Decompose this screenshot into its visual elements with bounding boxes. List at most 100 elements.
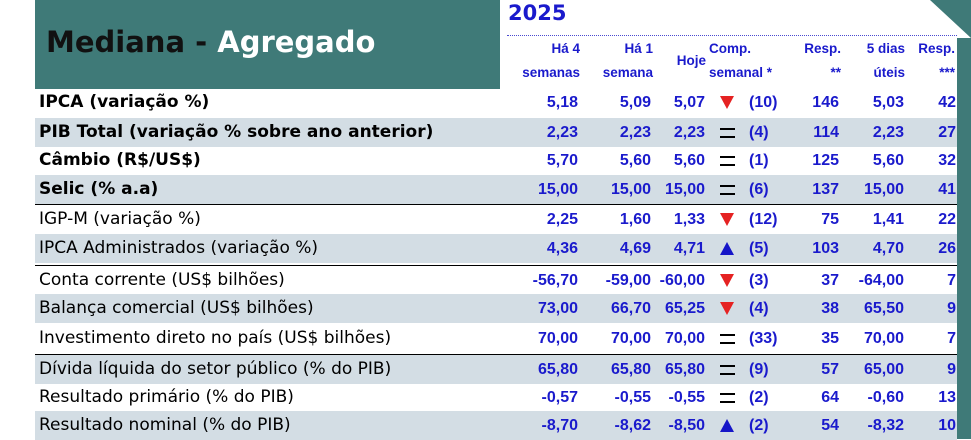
value-hoje: 65,80 xyxy=(664,361,705,378)
value-ha1: 2,23 xyxy=(619,124,651,141)
trend-equal-icon xyxy=(717,175,737,204)
value-resp2: 22 xyxy=(938,211,956,228)
table-row: Resultado nominal (% do PIB) -8,70 -8,62 -8… xyxy=(35,411,957,440)
value-resp: 64 xyxy=(821,389,839,406)
value-cinco-dias: 70,00 xyxy=(863,330,904,347)
value-resp: 137 xyxy=(812,181,839,198)
value-comp: (2) xyxy=(749,389,769,406)
row-label: Selic (% a.a) xyxy=(39,179,159,199)
table-row: IPCA (variação %) 5,18 5,09 5,07 (10) 146 5,03… xyxy=(35,88,957,117)
value-hoje: 1,33 xyxy=(673,211,705,228)
right-edge-strip xyxy=(957,38,971,439)
value-hoje: -0,55 xyxy=(668,389,705,406)
value-resp: 146 xyxy=(812,94,839,111)
value-hoje: 65,25 xyxy=(664,300,705,317)
row-label: Câmbio (R$/US$) xyxy=(39,150,201,170)
header-ha4: Há 4 semanas xyxy=(522,41,580,80)
table-row: Selic (% a.a) 15,00 15,00 15,00 (6) 137 15,00 4… xyxy=(35,175,957,204)
value-ha4: 70,00 xyxy=(537,330,578,347)
value-comp: (12) xyxy=(749,211,778,228)
value-resp2: 41 xyxy=(938,181,956,198)
value-comp: (3) xyxy=(749,272,769,289)
value-resp2: 9 xyxy=(947,300,956,317)
header-ha1: Há 1 semana xyxy=(602,41,653,80)
value-hoje: 2,23 xyxy=(673,124,705,141)
table-row: IPCA Administrados (variação %) 4,36 4,69 4… xyxy=(35,234,957,263)
title-light: Agregado xyxy=(217,25,376,59)
value-cinco-dias: 2,23 xyxy=(872,124,904,141)
header-divider xyxy=(507,35,957,36)
trend-equal-icon xyxy=(717,146,737,175)
value-hoje: 15,00 xyxy=(664,181,705,198)
value-comp: (2) xyxy=(749,417,769,434)
value-comp: (5) xyxy=(749,240,769,257)
header-resp2: Resp. *** xyxy=(918,41,955,80)
value-cinco-dias: -0,60 xyxy=(867,389,904,406)
row-label: IGP-M (variação %) xyxy=(39,209,201,229)
value-ha1: 1,60 xyxy=(619,211,651,228)
value-comp: (4) xyxy=(749,124,769,141)
table-row: IGP-M (variação %) 2,25 1,60 1,33 (12) 75 1,41… xyxy=(35,204,957,234)
page-title: Mediana - Agregado xyxy=(46,25,375,59)
value-cinco-dias: 4,70 xyxy=(872,240,904,257)
row-label: IPCA Administrados (variação %) xyxy=(39,238,319,258)
row-label: Balança comercial (US$ bilhões) xyxy=(39,298,314,318)
value-resp2: 10 xyxy=(938,417,956,434)
row-label: Resultado nominal (% do PIB) xyxy=(39,415,291,435)
trend-up-icon xyxy=(717,234,737,263)
header-comp: Comp. semanal * xyxy=(709,41,773,80)
value-comp: (1) xyxy=(749,152,769,169)
trend-down-icon xyxy=(717,266,737,295)
table-row: Conta corrente (US$ bilhões) -56,70 -59,00… xyxy=(35,265,957,295)
value-resp: 125 xyxy=(812,152,839,169)
row-label: Resultado primário (% do PIB) xyxy=(39,387,294,407)
value-ha4: 2,25 xyxy=(546,211,578,228)
value-comp: (4) xyxy=(749,300,769,317)
value-resp: 35 xyxy=(821,330,839,347)
value-ha4: -8,70 xyxy=(541,417,578,434)
value-cinco-dias: 5,03 xyxy=(872,94,904,111)
value-resp: 103 xyxy=(812,240,839,257)
value-hoje: 4,71 xyxy=(673,240,705,257)
value-resp: 38 xyxy=(821,300,839,317)
title-banner: Mediana - Agregado xyxy=(35,0,500,89)
value-ha4: 2,23 xyxy=(546,124,578,141)
value-resp2: 13 xyxy=(938,389,956,406)
value-ha4: 5,18 xyxy=(546,94,578,111)
value-hoje: -60,00 xyxy=(659,272,705,289)
table-row: Resultado primário (% do PIB) -0,57 -0,55 -… xyxy=(35,383,957,412)
header-resp1: Resp. ** xyxy=(804,41,841,80)
value-ha1: -59,00 xyxy=(605,272,651,289)
value-ha4: -0,57 xyxy=(541,389,578,406)
row-label: Investimento direto no país (US$ bilhões… xyxy=(39,328,392,348)
value-resp2: 26 xyxy=(938,240,956,257)
trend-equal-icon xyxy=(717,355,737,384)
value-comp: (33) xyxy=(749,330,778,347)
value-hoje: 5,60 xyxy=(673,152,705,169)
value-comp: (10) xyxy=(749,94,778,111)
value-cinco-dias: 1,41 xyxy=(872,211,904,228)
trend-equal-icon xyxy=(717,383,737,412)
year-label: 2025 xyxy=(508,1,567,25)
value-resp2: 32 xyxy=(938,152,956,169)
value-cinco-dias: 65,00 xyxy=(863,361,904,378)
value-ha4: 4,36 xyxy=(546,240,578,257)
row-label: PIB Total (variação % sobre ano anterior… xyxy=(39,122,434,142)
table-row: Dívida líquida do setor público (% do PI… xyxy=(35,354,957,384)
value-ha4: 73,00 xyxy=(537,300,578,317)
row-label: IPCA (variação %) xyxy=(39,92,210,112)
value-resp: 75 xyxy=(821,211,839,228)
value-ha1: 65,80 xyxy=(610,361,651,378)
value-ha4: -56,70 xyxy=(532,272,578,289)
value-ha1: 66,70 xyxy=(610,300,651,317)
value-resp2: 42 xyxy=(938,94,956,111)
value-ha1: 4,69 xyxy=(619,240,651,257)
trend-down-icon xyxy=(717,88,737,117)
trend-equal-icon xyxy=(717,118,737,147)
value-resp: 57 xyxy=(821,361,839,378)
row-label: Dívida líquida do setor público (% do PI… xyxy=(39,359,392,379)
value-cinco-dias: -64,00 xyxy=(858,272,904,289)
row-label: Conta corrente (US$ bilhões) xyxy=(39,270,285,290)
trend-equal-icon xyxy=(717,324,737,353)
value-hoje: -8,50 xyxy=(668,417,705,434)
